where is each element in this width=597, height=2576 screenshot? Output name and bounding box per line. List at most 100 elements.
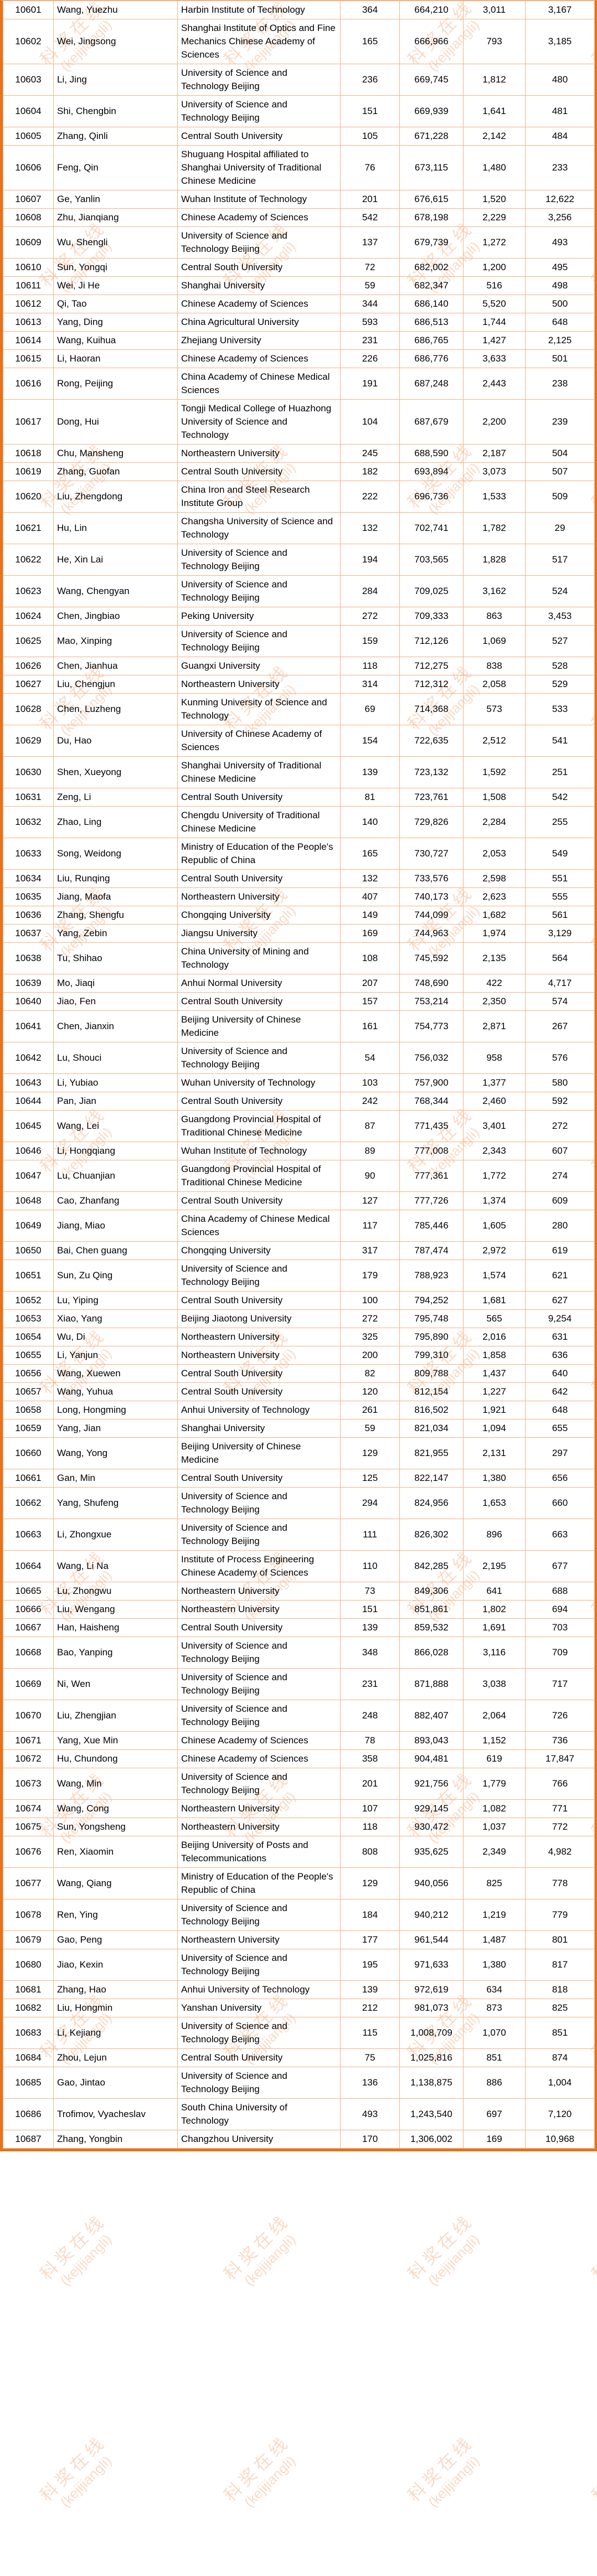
table-row: 10622 He, Xin Lai University of Science an… xyxy=(3,544,595,576)
cell-value-1: 100 xyxy=(340,1291,400,1310)
cell-institution: Institute of Process Engineering Chinese… xyxy=(177,1550,341,1582)
cell-value-1: 105 xyxy=(340,127,400,146)
cell-value-4: 500 xyxy=(525,295,595,313)
cell-value-2: 787,474 xyxy=(399,1241,464,1260)
cell-value-3: 1,380 xyxy=(463,1469,526,1488)
table-row: 10673 Wang, Min University of Science and … xyxy=(3,1768,595,1800)
cell-id: 10681 xyxy=(3,1980,54,1999)
cell-value-3: 3,401 xyxy=(463,1110,526,1142)
cell-value-4: 580 xyxy=(525,1073,595,1092)
table-row: 10601 Wang, Yuezhu Harbin Institute of Tec… xyxy=(3,1,595,19)
cell-name: Wang, Yuezhu xyxy=(53,1,178,19)
cell-name: Chen, Jianhua xyxy=(53,657,178,675)
cell-value-2: 871,888 xyxy=(399,1668,464,1700)
cell-institution: University of Science and Technology Bei… xyxy=(177,1042,341,1074)
cell-value-2: 842,285 xyxy=(399,1550,464,1582)
cell-value-2: 688,590 xyxy=(399,444,464,463)
cell-institution: Northeastern University xyxy=(177,675,341,694)
cell-value-2: 757,900 xyxy=(399,1073,464,1092)
cell-value-3: 958 xyxy=(463,1042,526,1074)
cell-institution: Central South University xyxy=(177,1469,341,1488)
cell-value-2: 679,739 xyxy=(399,226,464,259)
cell-id: 10622 xyxy=(3,544,54,576)
cell-value-2: 664,210 xyxy=(399,1,464,19)
cell-institution: Northeastern University xyxy=(177,887,341,906)
cell-institution: Central South University xyxy=(177,2048,341,2067)
table-row: 10617 Dong, Hui Tongji Medical College of … xyxy=(3,399,595,445)
table-row: 10611 Wei, Ji He Shanghai University 59 682,… xyxy=(3,276,595,295)
cell-name: Yang, Jian xyxy=(53,1419,178,1438)
cell-institution: Beijing University of Chinese Medicine xyxy=(177,1437,341,1469)
cell-value-1: 132 xyxy=(340,512,400,544)
table-row: 10663 Li, Zhongxue University of Science a… xyxy=(3,1519,595,1551)
cell-value-1: 129 xyxy=(340,1437,400,1469)
cell-value-1: 231 xyxy=(340,331,400,350)
cell-id: 10686 xyxy=(3,2098,54,2130)
cell-value-4: 551 xyxy=(525,869,595,888)
cell-value-3: 2,142 xyxy=(463,127,526,146)
table-row: 10664 Wang, Li Na Institute of Process Eng… xyxy=(3,1550,595,1582)
cell-value-1: 54 xyxy=(340,1042,400,1074)
cell-name: Wang, Li Na xyxy=(53,1550,178,1582)
cell-value-1: 358 xyxy=(340,1749,400,1768)
cell-value-2: 826,302 xyxy=(399,1519,464,1551)
cell-value-3: 3,038 xyxy=(463,1668,526,1700)
cell-value-4: 574 xyxy=(525,992,595,1011)
cell-value-4: 648 xyxy=(525,1401,595,1419)
cell-name: Wang, Qiang xyxy=(53,1867,178,1899)
cell-institution: Northeastern University xyxy=(177,1328,341,1346)
cell-institution: Changzhou University xyxy=(177,2130,341,2149)
cell-name: Li, Zhongxue xyxy=(53,1519,178,1551)
table-row: 10653 Xiao, Yang Beijing Jiaotong Universi… xyxy=(3,1309,595,1328)
cell-institution: Wuhan Institute of Technology xyxy=(177,190,341,209)
table-row: 10669 Ni, Wen University of Science and Te… xyxy=(3,1668,595,1700)
cell-id: 10637 xyxy=(3,924,54,943)
cell-value-3: 1,812 xyxy=(463,64,526,96)
cell-value-4: 528 xyxy=(525,657,595,675)
cell-value-4: 509 xyxy=(525,481,595,513)
cell-value-2: 930,472 xyxy=(399,1818,464,1836)
cell-value-4: 274 xyxy=(525,1160,595,1192)
cell-value-2: 703,565 xyxy=(399,544,464,576)
cell-institution: Northeastern University xyxy=(177,1346,341,1365)
cell-institution: China Academy of Chinese Medical Science… xyxy=(177,1210,341,1242)
cell-name: Chu, Mansheng xyxy=(53,444,178,463)
cell-value-4: 607 xyxy=(525,1142,595,1160)
cell-value-2: 687,679 xyxy=(399,399,464,445)
cell-value-1: 325 xyxy=(340,1328,400,1346)
table-row: 10678 Ren, Ying University of Science and … xyxy=(3,1899,595,1931)
cell-id: 10604 xyxy=(3,95,54,127)
cell-institution: University of Chinese Academy of Science… xyxy=(177,725,341,757)
cell-id: 10628 xyxy=(3,693,54,725)
cell-value-1: 89 xyxy=(340,1142,400,1160)
cell-institution: University of Science and Technology Bei… xyxy=(177,226,341,259)
cell-name: Tu, Shihao xyxy=(53,942,178,974)
cell-value-4: 239 xyxy=(525,399,595,445)
cell-value-1: 154 xyxy=(340,725,400,757)
cell-value-3: 1,592 xyxy=(463,756,526,788)
table-row: 10607 Ge, Yanlin Wuhan Institute of Techno… xyxy=(3,190,595,209)
cell-name: Rong, Peijing xyxy=(53,368,178,400)
cell-name: Liu, Wengang xyxy=(53,1600,178,1619)
cell-value-4: 619 xyxy=(525,1241,595,1260)
cell-value-3: 1,520 xyxy=(463,190,526,209)
cell-value-4: 297 xyxy=(525,1437,595,1469)
cell-value-4: 656 xyxy=(525,1469,595,1488)
cell-value-3: 1,574 xyxy=(463,1259,526,1292)
table-row: 10671 Yang, Xue Min Chinese Academy of Sci… xyxy=(3,1731,595,1750)
cell-value-3: 1,380 xyxy=(463,1949,526,1981)
cell-value-1: 103 xyxy=(340,1073,400,1092)
cell-value-2: 687,248 xyxy=(399,368,464,400)
cell-value-4: 766 xyxy=(525,1768,595,1800)
cell-value-2: 676,615 xyxy=(399,190,464,209)
cell-value-2: 686,776 xyxy=(399,349,464,368)
cell-value-1: 169 xyxy=(340,924,400,943)
cell-name: Li, Haoran xyxy=(53,349,178,368)
cell-value-1: 212 xyxy=(340,1999,400,2017)
cell-value-2: 849,306 xyxy=(399,1582,464,1601)
cell-institution: Northeastern University xyxy=(177,1799,341,1818)
cell-value-2: 678,198 xyxy=(399,208,464,227)
cell-institution: University of Science and Technology Bei… xyxy=(177,625,341,657)
table-row: 10616 Rong, Peijing China Academy of Chine… xyxy=(3,368,595,400)
cell-id: 10608 xyxy=(3,208,54,227)
